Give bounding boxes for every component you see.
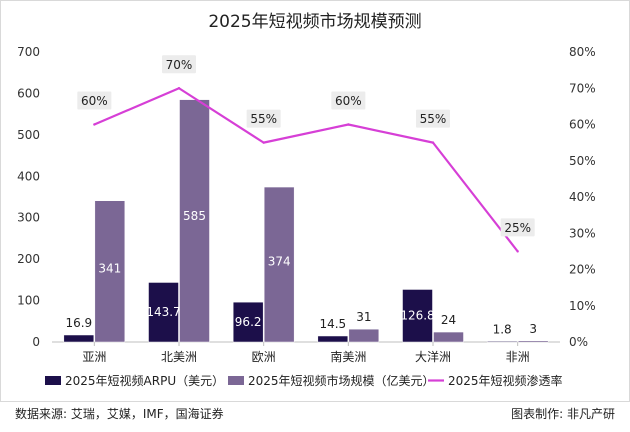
penetration-label-box: [162, 55, 196, 74]
arpu-bar: [486, 341, 518, 343]
legend-market-size-label: 2025年短视频市场规模（亿美元）: [248, 373, 435, 388]
data-labels: 16.9 143.7 96.2 14.5 126.8 1.8 341 585 374 31 24 3 6…: [65, 55, 537, 336]
market-size-bar: [263, 186, 295, 343]
legend-arpu-label: 2025年短视频ARPU（美元）: [65, 373, 224, 388]
penetration-point: [347, 123, 350, 126]
market-size-value-label: 31: [356, 310, 371, 324]
market-size-value-label: 374: [268, 254, 291, 268]
legend-penetration-label: 2025年短视频渗透率: [448, 373, 563, 388]
penetration-point: [431, 141, 435, 144]
x-tick-label: 大洋洲: [415, 349, 451, 364]
penetration-value-label: 55%: [250, 112, 277, 126]
legend-arpu-swatch: [45, 376, 61, 385]
arpu-bar: [402, 289, 433, 343]
y-left-tick-label: 700: [17, 45, 40, 59]
legend-market-size-swatch: [228, 376, 244, 385]
y-right-tick-label: 10%: [569, 299, 596, 313]
x-tick-label: 亚洲: [82, 350, 106, 364]
market-size-bar: [348, 328, 380, 343]
penetration-label-box: [77, 91, 112, 110]
arpu-value-label: 143.7: [146, 305, 180, 319]
market-size-value-label: 3: [529, 322, 537, 336]
y-left-tick-label: 100: [17, 294, 40, 308]
y-right-tick-label: 0%: [569, 335, 588, 349]
market-size-bar: [517, 340, 549, 343]
penetration-value-label: 55%: [420, 112, 447, 126]
axes: 0 100 200 300 400 500 600 700 0% 10% 20% 30% 40% 50% 6…: [17, 45, 596, 364]
arpu-bar: [63, 334, 95, 343]
source-note: 数据来源: 艾瑞，艾媒，IMF，国海证券: [15, 406, 224, 421]
chart-title: 2025年短视频市场规模预测: [208, 12, 421, 32]
arpu-value-label: 126.8: [400, 309, 434, 323]
penetration-value-label: 70%: [166, 58, 193, 72]
y-right-tick-label: 20%: [569, 263, 596, 277]
x-tick-label: 南美洲: [330, 349, 366, 364]
arpu-bar: [317, 335, 349, 343]
y-left-tick-label: 400: [17, 169, 40, 183]
arpu-bar: [232, 301, 264, 343]
x-tick-label: 非洲: [506, 350, 530, 364]
y-left-tick-label: 600: [17, 86, 40, 100]
y-right-tick-label: 40%: [569, 190, 596, 204]
penetration-value-label: 60%: [335, 94, 362, 108]
market-size-bar: [433, 331, 464, 343]
penetration-line: [93, 87, 519, 253]
bars: [63, 99, 549, 343]
y-right-tick-label: 50%: [569, 154, 596, 168]
y-left-tick-label: 200: [17, 252, 40, 266]
penetration-label-box: [500, 218, 535, 237]
arpu-value-label: 16.9: [65, 316, 92, 330]
arpu-value-label: 14.5: [319, 317, 346, 331]
y-right-tick-label: 70%: [569, 81, 596, 95]
penetration-point: [93, 123, 96, 126]
y-right-tick-label: 60%: [569, 118, 596, 132]
arpu-value-label: 1.8: [493, 322, 512, 336]
y-left-tick-label: 500: [17, 128, 40, 142]
y-right-tick-label: 30%: [569, 226, 596, 240]
x-tick-label: 欧洲: [252, 350, 276, 364]
y-left-tick-label: 0: [32, 335, 40, 349]
market-size-value-label: 24: [441, 313, 456, 327]
arpu-bar: [148, 282, 179, 343]
arpu-value-label: 96.2: [235, 315, 262, 329]
penetration-point: [262, 141, 265, 144]
y-left-tick-label: 300: [17, 211, 40, 225]
market-size-value-label: 341: [98, 262, 121, 276]
credit-note: 图表制作: 非凡产研: [511, 407, 615, 421]
market-size-bar: [94, 200, 126, 343]
penetration-label-box: [331, 91, 366, 110]
legend: 2025年短视频ARPU（美元） 2025年短视频市场规模（亿美元） 2025年短视…: [45, 373, 563, 388]
penetration-value-label: 25%: [504, 221, 531, 235]
y-right-tick-label: 80%: [569, 45, 596, 59]
market-size-value-label: 585: [183, 209, 206, 223]
penetration-line-group: [93, 87, 519, 253]
penetration-label-box: [246, 109, 281, 128]
penetration-value-label: 60%: [81, 94, 108, 108]
market-size-bar: [179, 99, 210, 343]
x-tick-label: 北美洲: [161, 350, 197, 364]
penetration-point: [177, 87, 181, 90]
penetration-label-box: [416, 109, 450, 128]
penetration-point: [516, 250, 519, 253]
